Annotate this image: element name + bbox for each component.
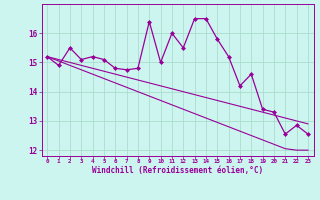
X-axis label: Windchill (Refroidissement éolien,°C): Windchill (Refroidissement éolien,°C) <box>92 166 263 175</box>
